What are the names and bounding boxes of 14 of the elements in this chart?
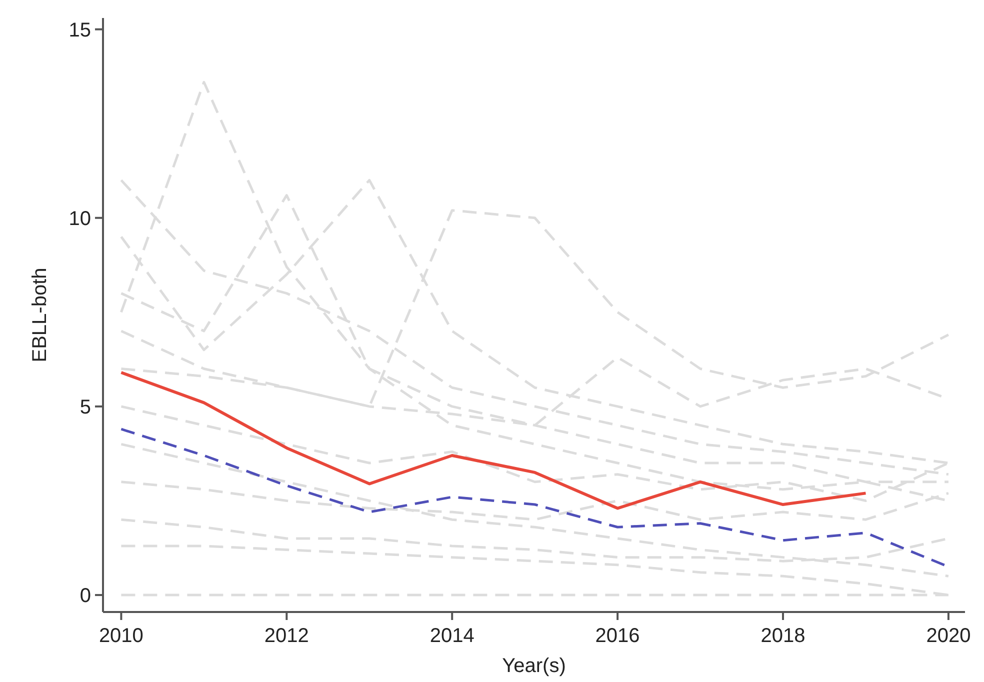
- y-tick-label: 0: [80, 585, 91, 608]
- x-tick-label: 2012: [264, 625, 309, 647]
- y-tick-label: 5: [80, 396, 91, 418]
- x-tick-label: 2018: [760, 625, 806, 647]
- x-axis-title: Year(s): [502, 655, 566, 677]
- x-tick-label: 2016: [595, 625, 640, 647]
- y-tick-label: 15: [68, 19, 91, 42]
- line-series: [120, 371, 868, 510]
- y-tick-label: 10: [68, 208, 91, 230]
- x-tick-label: 2014: [430, 625, 474, 647]
- y-axis-title: EBLL-both: [29, 268, 51, 362]
- x-tick-label: 2010: [98, 625, 144, 647]
- line-series: [120, 442, 950, 578]
- x-tick-label: 2020: [926, 625, 971, 647]
